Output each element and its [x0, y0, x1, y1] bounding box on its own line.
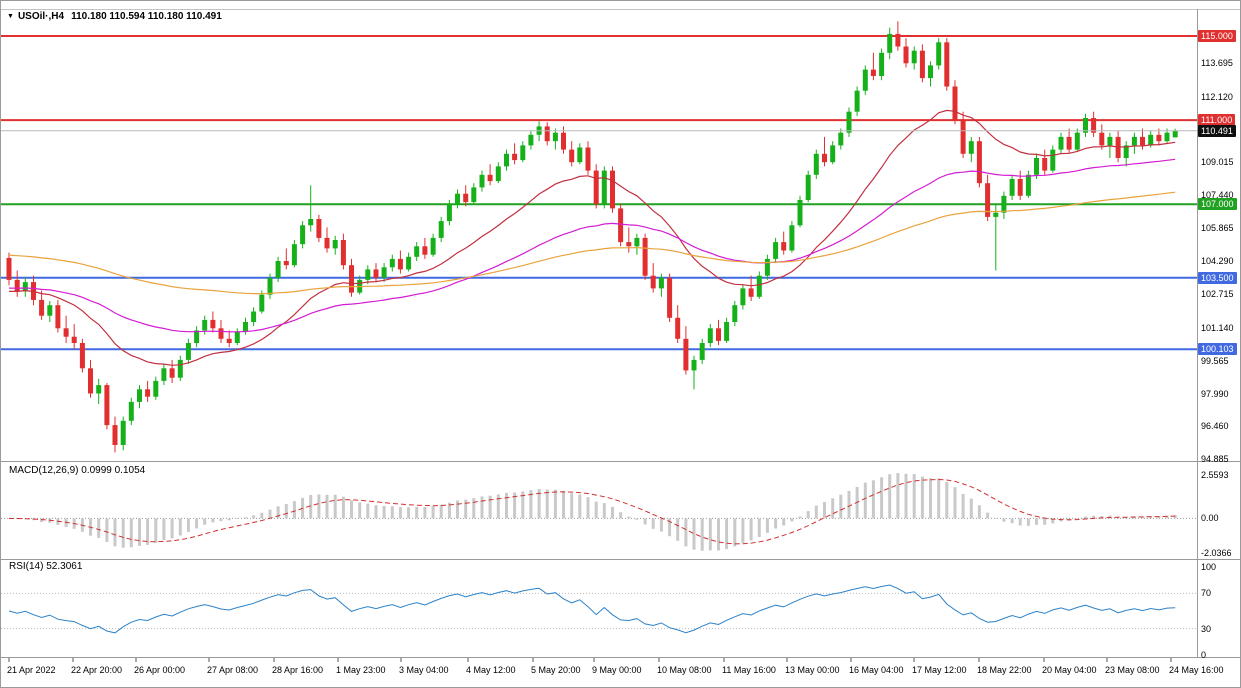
time-tick-label: 27 Apr 08:00 [207, 665, 259, 675]
time-tick-label: 16 May 04:00 [849, 665, 904, 675]
hline-price-label[interactable]: 103.500 [1198, 271, 1237, 284]
hline-price-label[interactable]: 115.000 [1198, 30, 1236, 42]
rsi-tick-label: 30 [1201, 623, 1212, 634]
macd-tick-label: -2.0366 [1201, 548, 1232, 558]
price-tick-label: 99.565 [1201, 355, 1229, 366]
price-tick-label: 97.990 [1201, 388, 1229, 399]
price-tick-label: 104.290 [1201, 256, 1234, 267]
macd-tick-label: 0.00 [1201, 513, 1219, 524]
ohlc-readout: 110.180 110.594 110.180 110.491 [71, 11, 222, 22]
price-tick-label: 105.865 [1201, 223, 1234, 234]
macd-tick-label: 2.5593 [1201, 470, 1229, 480]
ma-line-slow-orange [8, 191, 1176, 295]
time-tick-label: 26 Apr 00:00 [134, 665, 186, 675]
time-tick-label: 13 May 00:00 [785, 665, 840, 675]
time-tick-label: 11 May 16:00 [722, 665, 776, 675]
time-tick-label: 22 Apr 20:00 [71, 665, 123, 675]
ma-line-medium-magenta [8, 158, 1176, 333]
horizontal-lines-layer[interactable] [1, 35, 1197, 351]
rsi-tick-label: 0 [1201, 650, 1207, 660]
ma-line-fast-red [9, 109, 1176, 366]
price-tick-label: 112.120 [1201, 91, 1233, 102]
time-tick-label: 21 Apr 2022 [7, 665, 56, 675]
price-tick-label: 101.140 [1201, 322, 1234, 333]
chart-title: ▼ USOil·,H4 110.180 110.594 110.180 110.49… [7, 11, 222, 22]
time-tick-label: 23 May 08:00 [1105, 665, 1160, 675]
time-tick-label: 20 May 04:00 [1042, 665, 1097, 675]
time-tick-label: 4 May 12:00 [466, 665, 516, 675]
time-tick-label: 17 May 12:00 [912, 665, 967, 675]
price-tick-label: 107.440 [1201, 190, 1234, 200]
hline-price-label[interactable]: 111.000 [1198, 114, 1236, 127]
hline-price-label[interactable]: 107.000 [1198, 198, 1237, 211]
rsi-tick-label: 100 [1201, 562, 1217, 572]
symbol-dropdown-icon[interactable]: ▼ [7, 13, 14, 20]
candles-layer [6, 21, 1178, 453]
macd-signal-line [8, 478, 1176, 545]
rsi-tick-label: 70 [1201, 588, 1212, 599]
rsi-indicator-label: RSI(14) 52.3061 [9, 561, 83, 572]
price-tick-label: 113.695 [1201, 58, 1233, 69]
time-tick-label: 28 Apr 16:00 [272, 665, 324, 675]
time-tick-label: 9 May 00:00 [592, 665, 642, 675]
price-tick-label: 102.715 [1201, 289, 1234, 300]
hline-price-label[interactable]: 100.103 [1198, 343, 1237, 356]
symbol-timeframe: USOil·,H4 [17, 11, 65, 22]
price-tick-label: 94.885 [1201, 454, 1229, 464]
rsi-line [8, 584, 1176, 634]
price-tick-label: 96.460 [1201, 420, 1229, 431]
time-tick-label: 10 May 08:00 [657, 665, 712, 675]
time-tick-label: 1 May 23:00 [336, 665, 386, 675]
current-price-label: 110.491 [1198, 124, 1236, 137]
time-tick-label: 5 May 20:00 [531, 665, 581, 675]
price-tick-label: 109.015 [1201, 156, 1234, 167]
time-tick-label: 24 May 16:00 [1169, 665, 1224, 675]
time-tick-label: 18 May 22:00 [977, 665, 1032, 675]
macd-indicator-label: MACD(12,26,9) 0.0999 0.1054 [9, 465, 146, 476]
time-tick-label: 3 May 04:00 [399, 665, 449, 675]
